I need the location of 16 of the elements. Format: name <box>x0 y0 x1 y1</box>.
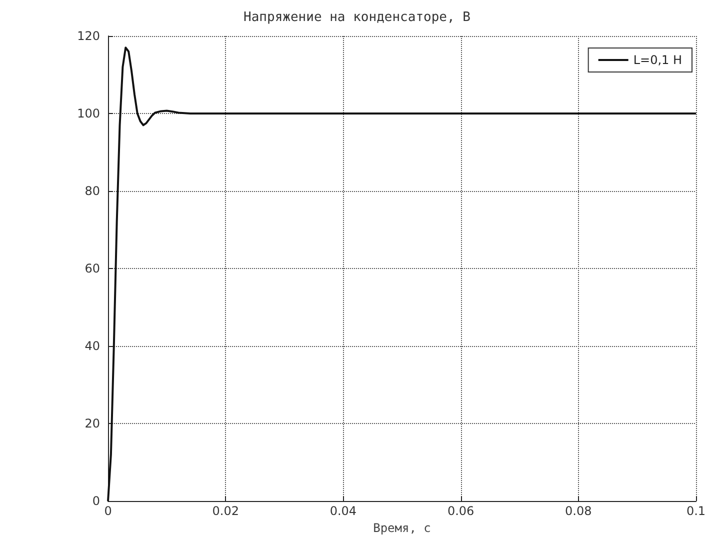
chart-title: Напряжение на конденсаторе, В <box>244 10 471 25</box>
x-tick-label: 0.08 <box>565 504 592 518</box>
y-tick-label: 40 <box>84 339 100 354</box>
x-tick-label: 0.1 <box>686 504 706 518</box>
x-tick-label: 0.04 <box>330 504 357 518</box>
x-tick-label: 0.06 <box>447 504 474 518</box>
x-tick-label: 0.02 <box>212 504 239 518</box>
legend-label: L=0,1 H <box>633 53 682 67</box>
y-tick-label: 100 <box>77 106 100 121</box>
y-tick-label: 0 <box>92 494 100 508</box>
y-tick-label: 60 <box>84 262 100 276</box>
y-tick-label: 120 <box>77 29 100 43</box>
y-tick-label: 20 <box>84 416 100 431</box>
x-tick-label: 0 <box>104 504 112 518</box>
y-tick-label: 80 <box>84 184 100 198</box>
x-axis-title: Время, с <box>373 521 431 535</box>
